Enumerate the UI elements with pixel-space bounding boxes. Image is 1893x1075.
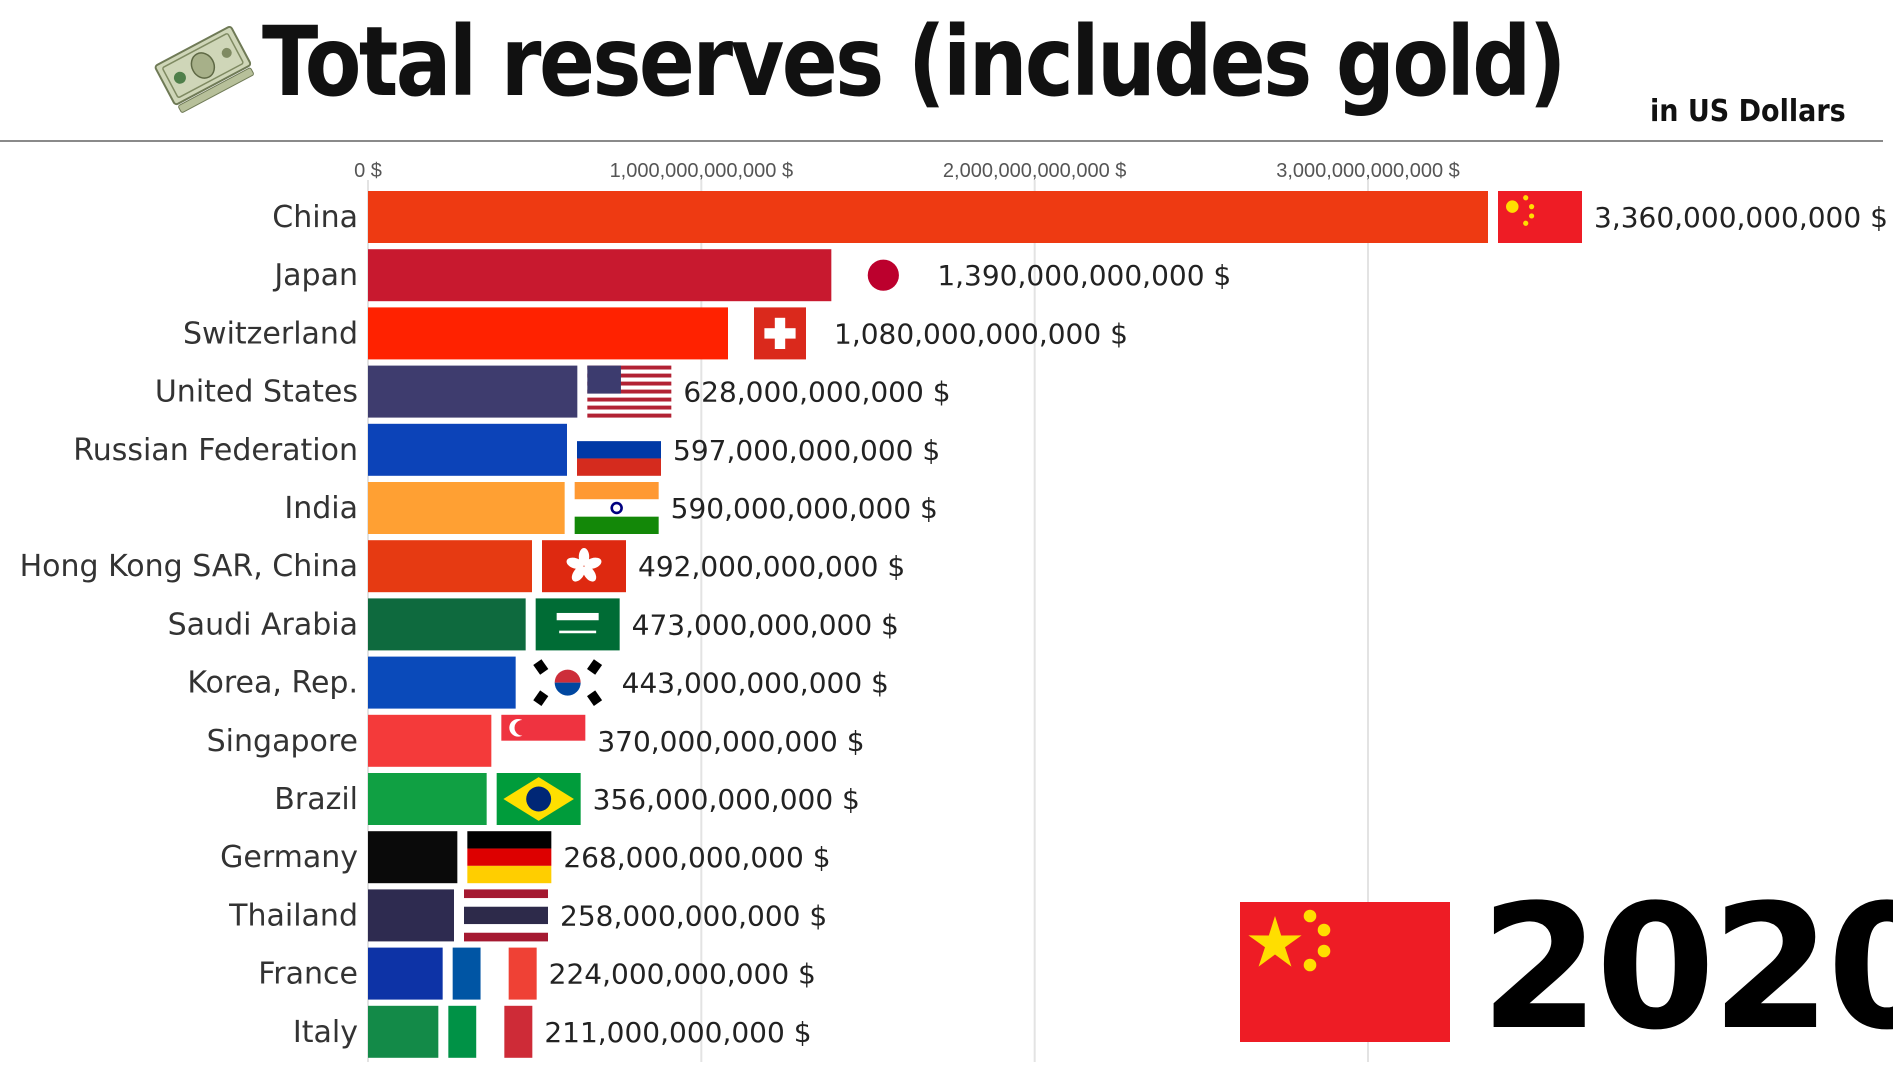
- bar: [368, 656, 516, 709]
- bar: [368, 482, 565, 534]
- value-label: 3,360,000,000,000 $: [1594, 201, 1888, 234]
- india-flag-icon: [574, 482, 659, 534]
- bar-row: Germany 268,000,000,000 $: [220, 831, 831, 884]
- value-label: 590,000,000,000 $: [671, 492, 938, 525]
- category-label: Brazil: [274, 782, 358, 817]
- category-label: Singapore: [207, 724, 358, 759]
- bar-row: United States 628,000,000,000 $: [155, 365, 951, 418]
- south-korea-flag-icon: [525, 656, 610, 709]
- value-label: 628,000,000,000 $: [683, 376, 950, 409]
- italy-flag-icon: [448, 1005, 533, 1058]
- value-label: 268,000,000,000 $: [563, 841, 830, 874]
- bar: [368, 831, 458, 884]
- value-label: 211,000,000,000 $: [544, 1016, 811, 1049]
- bar-row: Korea, Rep. 443,000,000,000 $: [187, 656, 889, 709]
- bar: [368, 1005, 439, 1058]
- bar-row: Japan 1,390,000,000,000 $: [272, 249, 1231, 302]
- category-label: Switzerland: [183, 316, 358, 351]
- value-label: 597,000,000,000 $: [673, 434, 940, 467]
- value-label: 443,000,000,000 $: [622, 667, 889, 700]
- bar-row: France 224,000,000,000 $: [258, 947, 816, 1000]
- category-label: Saudi Arabia: [168, 607, 358, 642]
- saudi-arabia-flag-icon: [535, 598, 620, 651]
- category-label: China: [272, 200, 358, 235]
- category-label: India: [284, 491, 358, 526]
- value-label: 492,000,000,000 $: [638, 550, 905, 583]
- hong-kong-flag-icon: [542, 540, 626, 593]
- bar-chart: 0 $ 1,000,000,000,000 $ 2,000,000,000,000 …: [20, 160, 1888, 1062]
- header: Total reserves (includes gold) in US Dol…: [0, 0, 1893, 143]
- bar-row: Russian Federation 597,000,000,000 $: [73, 423, 940, 476]
- value-label: 258,000,000,000 $: [560, 899, 827, 932]
- year-label: 2020: [1480, 867, 1893, 1068]
- value-label: 224,000,000,000 $: [549, 958, 816, 991]
- chart-subtitle: in US Dollars: [1650, 94, 1846, 129]
- x-tick-label: 3,000,000,000,000 $: [1276, 160, 1460, 182]
- usa-flag-icon: [587, 365, 672, 418]
- bar: [368, 191, 1488, 243]
- value-label: 1,390,000,000,000 $: [937, 259, 1231, 292]
- bar: [368, 773, 487, 825]
- header-divider: [0, 140, 1883, 142]
- bar-row: Singapore 370,000,000,000 $: [207, 714, 865, 767]
- thailand-flag-icon: [464, 889, 548, 942]
- japan-flag-icon: [841, 249, 926, 302]
- brazil-flag-icon: [496, 773, 581, 825]
- bar: [368, 307, 728, 360]
- singapore-flag-icon: [501, 714, 586, 767]
- x-tick-label: 0 $: [354, 160, 382, 182]
- category-label: Italy: [293, 1015, 358, 1050]
- bar-row: Switzerland 1,080,000,000,000 $: [183, 307, 1128, 360]
- bar: [368, 365, 578, 418]
- switzerland-flag-icon: [754, 307, 806, 360]
- dollar-bill-icon: [154, 25, 254, 113]
- x-axis-ticks: 0 $ 1,000,000,000,000 $ 2,000,000,000,000 …: [354, 160, 1460, 182]
- value-label: 370,000,000,000 $: [597, 725, 864, 758]
- bar-rows: China 3,360,000,000,000 $ Japan 1,390,000,0…: [20, 191, 1888, 1058]
- category-label: France: [258, 957, 358, 992]
- bar: [368, 889, 454, 942]
- value-label: 473,000,000,000 $: [632, 608, 899, 641]
- category-label: Korea, Rep.: [187, 666, 358, 701]
- china-flag-icon: [1498, 191, 1582, 243]
- category-label: United States: [155, 375, 358, 410]
- x-tick-label: 2,000,000,000,000 $: [943, 160, 1127, 182]
- category-label: Germany: [220, 840, 358, 875]
- category-label: Russian Federation: [73, 433, 358, 468]
- bar: [368, 423, 567, 476]
- bar: [368, 947, 443, 1000]
- bar-row: Thailand 258,000,000,000 $: [228, 889, 827, 942]
- chart-title: Total reserves (includes gold): [262, 6, 1566, 118]
- bar-row: India 590,000,000,000 $: [284, 482, 938, 534]
- bar: [368, 540, 532, 593]
- x-tick-label: 1,000,000,000,000 $: [610, 160, 794, 182]
- bar-row: Brazil 356,000,000,000 $: [274, 773, 860, 825]
- russia-flag-icon: [577, 423, 661, 476]
- bar-row: Saudi Arabia 473,000,000,000 $: [168, 598, 899, 651]
- france-flag-icon: [452, 947, 537, 1000]
- category-label: Hong Kong SAR, China: [20, 549, 358, 584]
- category-label: Japan: [272, 258, 358, 293]
- bar: [368, 714, 492, 767]
- value-label: 356,000,000,000 $: [593, 783, 860, 816]
- germany-flag-icon: [467, 831, 552, 884]
- bar-row: Italy 211,000,000,000 $: [293, 1005, 812, 1058]
- bar: [368, 249, 832, 302]
- category-label: Thailand: [228, 898, 358, 933]
- bar-row: Hong Kong SAR, China 492,000,000,000 $: [20, 540, 905, 593]
- bar-row: China 3,360,000,000,000 $: [272, 191, 1888, 243]
- value-label: 1,080,000,000,000 $: [834, 317, 1128, 350]
- bar: [368, 598, 526, 651]
- china-flag-icon: [1240, 902, 1450, 1042]
